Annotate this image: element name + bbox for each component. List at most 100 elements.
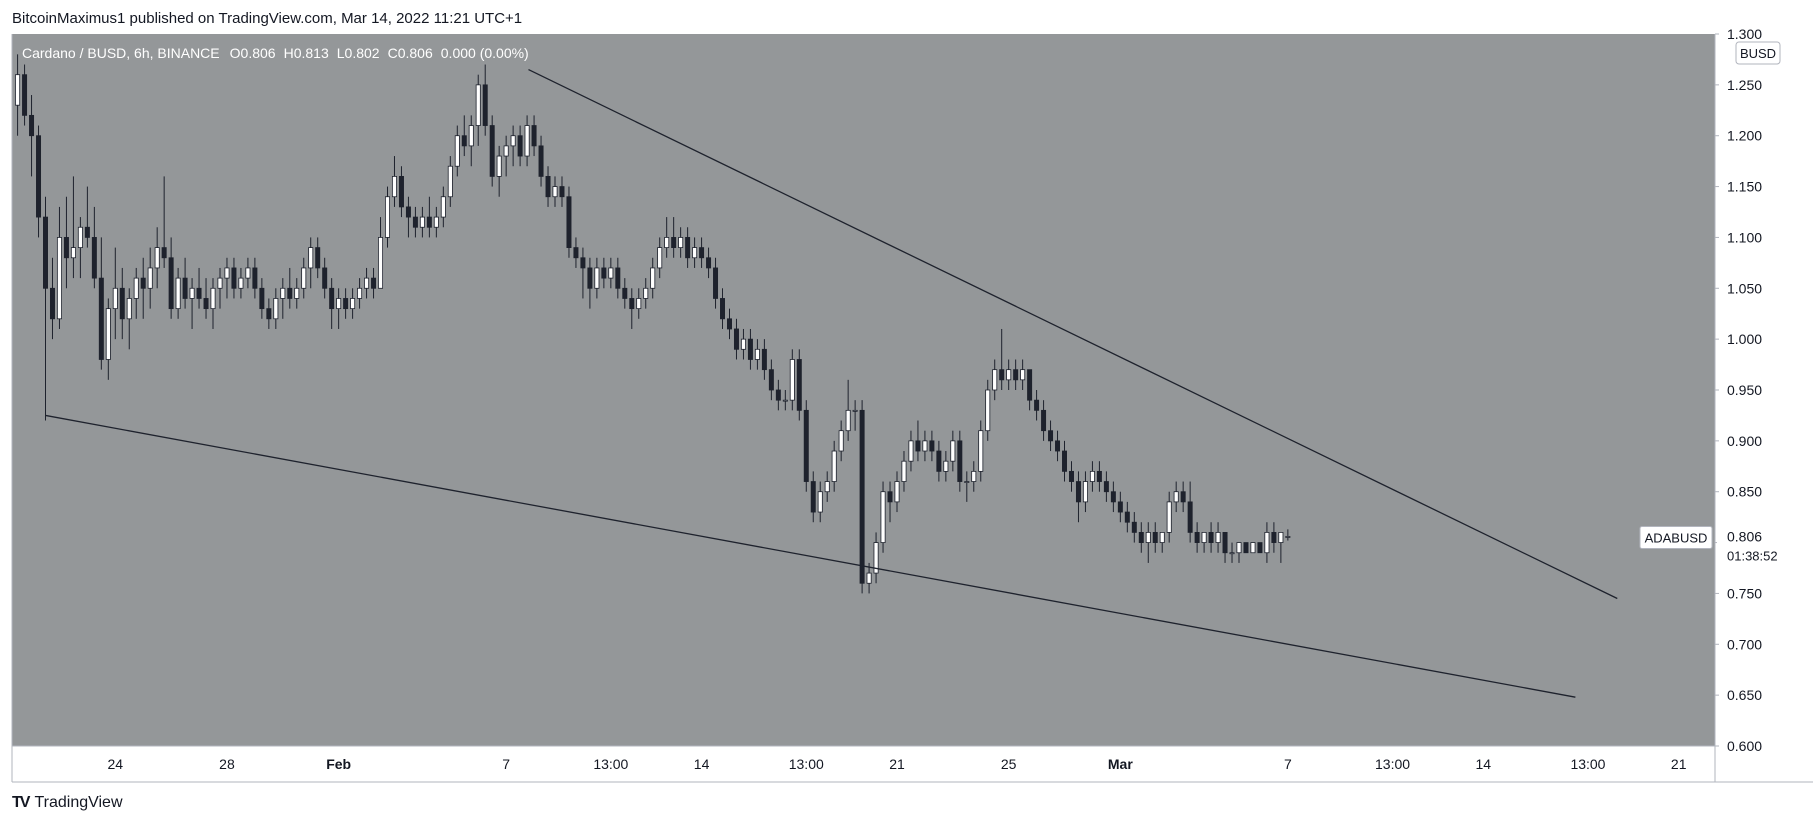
- candle-up: [440, 196, 446, 218]
- candle-up: [105, 308, 111, 360]
- time-tick-label: 21: [889, 756, 905, 772]
- candle-down: [1041, 409, 1047, 432]
- price-axis-background[interactable]: [1715, 34, 1813, 746]
- chart-background: [12, 34, 1715, 746]
- candle-up: [845, 409, 851, 432]
- candle-up: [922, 440, 928, 452]
- candle-down: [733, 328, 739, 350]
- candle-down: [1243, 542, 1249, 554]
- candle-up: [1173, 491, 1179, 503]
- candle-down: [601, 267, 607, 279]
- candle-down: [936, 450, 942, 472]
- candle-up: [1006, 369, 1012, 381]
- time-tick-label: 14: [1475, 756, 1491, 772]
- tradingview-logo-text: TradingView: [34, 794, 123, 811]
- price-tick-label: 0.600: [1727, 738, 1762, 754]
- candle-down: [398, 175, 404, 208]
- tradingview-logo[interactable]: TV TradingView: [12, 794, 123, 812]
- candle-down: [1103, 481, 1109, 493]
- candle-up: [364, 277, 370, 289]
- candle-up: [901, 460, 907, 482]
- candle-down: [1271, 532, 1277, 543]
- candle-down: [322, 267, 328, 289]
- candle-down: [615, 267, 621, 289]
- candle-up: [154, 247, 160, 269]
- trendlines-layer[interactable]: [45, 69, 1618, 698]
- candle-down: [1110, 491, 1116, 503]
- candles-layer: [15, 54, 1291, 594]
- candle-up: [1285, 536, 1291, 538]
- candle-down: [999, 369, 1005, 381]
- symbol-price-tag: ADABUSD 0.806 01:38:52: [1639, 525, 1797, 569]
- candle-down: [1027, 369, 1033, 401]
- candle-up: [175, 277, 181, 310]
- candle-up: [908, 440, 914, 462]
- candle-down: [119, 287, 125, 320]
- candle-down: [699, 247, 705, 259]
- symbol-legend[interactable]: Cardano / BUSD, 6h, BINANCE O0.806 H0.813…: [22, 45, 529, 61]
- candle-down: [1055, 440, 1061, 452]
- time-tick-label: 13:00: [1570, 756, 1605, 772]
- candle-down: [706, 257, 712, 269]
- candle-down: [91, 237, 97, 279]
- candle-up: [1264, 532, 1270, 554]
- candle-down: [775, 389, 781, 401]
- candle-down: [63, 237, 69, 259]
- candle-down: [266, 308, 272, 320]
- candle-down: [1034, 399, 1040, 411]
- candle-up: [1250, 542, 1256, 554]
- candle-down: [1222, 532, 1228, 554]
- candle-down: [315, 247, 321, 269]
- candle-down: [1187, 501, 1193, 533]
- price-tick-label: 1.200: [1727, 128, 1762, 144]
- candle-down: [1124, 511, 1130, 523]
- candle-up: [217, 277, 223, 289]
- candle-down: [168, 257, 174, 310]
- candle-down: [196, 287, 202, 299]
- candle-up: [70, 247, 76, 259]
- symbol-tag-box: [1639, 525, 1713, 549]
- candle-up: [454, 135, 460, 167]
- time-tick-label: 13:00: [789, 756, 824, 772]
- candle-down: [231, 267, 237, 289]
- candle-up: [1159, 532, 1165, 543]
- time-axis-background[interactable]: [12, 746, 1715, 782]
- candle-up: [754, 348, 760, 360]
- candle-down: [531, 125, 537, 147]
- candle-down: [203, 298, 209, 310]
- candle-up: [112, 287, 118, 310]
- candle-down: [559, 186, 565, 198]
- time-tick-label: 28: [219, 756, 235, 772]
- legend-ohlc: O0.806 H0.813 L0.802 C0.806 0.000 (0.00%): [230, 45, 529, 61]
- candle-down: [761, 348, 767, 371]
- candle-up: [238, 277, 244, 289]
- currency-badge[interactable]: BUSD: [1735, 41, 1781, 65]
- candle-up: [447, 165, 453, 198]
- candle-up: [1166, 501, 1172, 533]
- price-tick-label: 1.150: [1727, 179, 1762, 195]
- candle-up: [510, 135, 516, 147]
- candle-up: [943, 460, 949, 472]
- candle-down: [1257, 542, 1263, 554]
- candle-down: [810, 481, 816, 513]
- time-tick-label: 7: [1284, 756, 1292, 772]
- candle-up: [1145, 532, 1151, 543]
- price-tick-label: 0.650: [1727, 687, 1762, 703]
- candle-up: [789, 359, 795, 401]
- price-tick-label: 1.300: [1727, 26, 1762, 42]
- candle-up: [189, 287, 195, 299]
- candle-up: [594, 267, 600, 289]
- candle-down: [182, 277, 188, 299]
- candle-down: [887, 491, 893, 503]
- candle-up: [817, 491, 823, 513]
- candle-up: [336, 298, 342, 310]
- candle-down: [1208, 532, 1214, 543]
- candle-up: [838, 430, 844, 452]
- candle-down: [343, 298, 349, 310]
- candle-down: [1180, 491, 1186, 503]
- candle-down: [587, 267, 593, 289]
- candle-down: [161, 247, 167, 259]
- last-price-label: 0.806: [1727, 528, 1762, 544]
- tradingview-logo-icon: TV: [12, 794, 31, 811]
